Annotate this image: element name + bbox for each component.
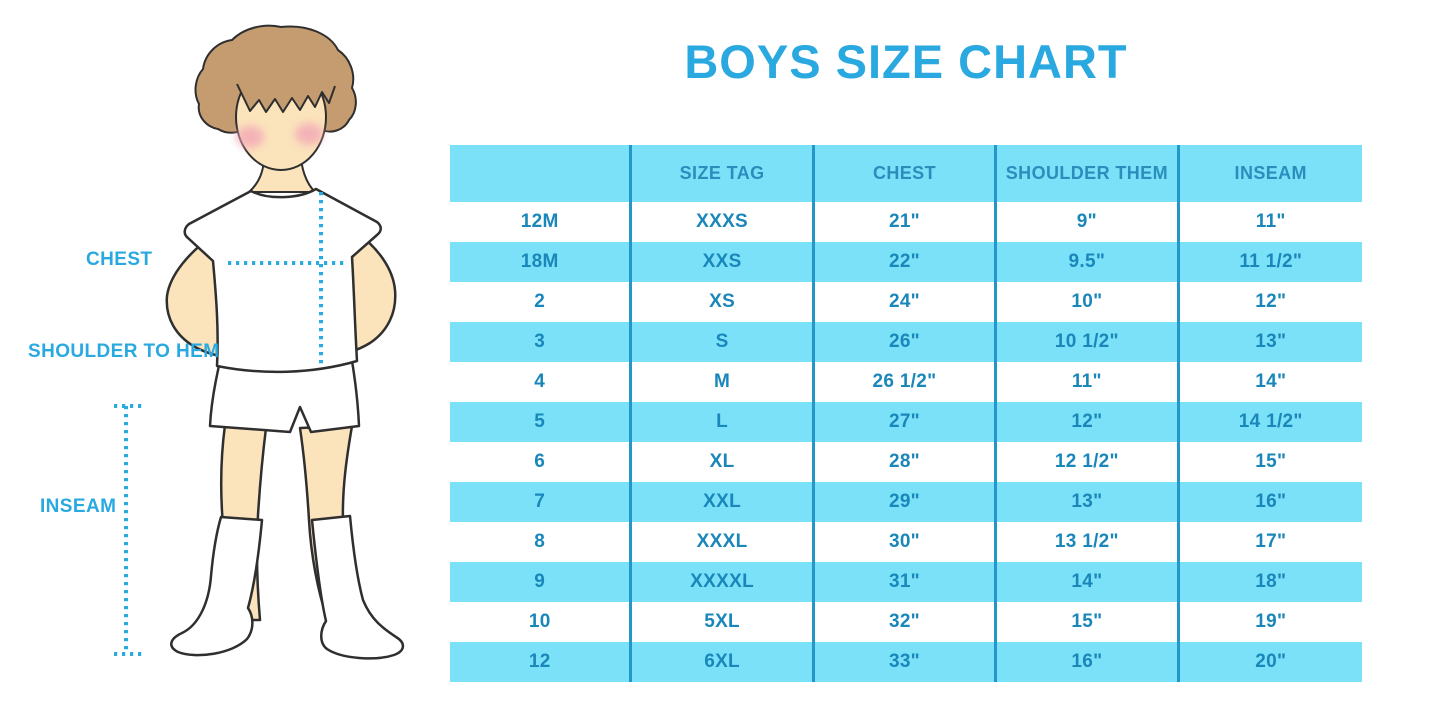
table-cell: 11"	[1255, 211, 1286, 232]
table-cell: 24"	[815, 282, 998, 322]
table-cell: XL	[632, 442, 815, 482]
table-cell: 32"	[815, 602, 998, 642]
boy-hair-fringe	[237, 45, 337, 112]
table-cell: 16"	[997, 642, 1180, 682]
table-cell: 22"	[815, 242, 998, 282]
shoulder-to-hem-label: SHOULDER TO HEM	[28, 341, 220, 362]
boy-hair-fringe-outline	[236, 83, 336, 113]
boy-left-cheek	[236, 126, 264, 148]
table-cell: 18M	[450, 242, 633, 282]
table-cell: 21"	[815, 202, 998, 242]
table-cell: XXS	[632, 242, 815, 282]
table-cell: 14"	[997, 562, 1180, 602]
table-cell: 20"	[1255, 651, 1287, 672]
table-row: 12M XXXS 21" 9" 11"	[450, 202, 1362, 242]
table-cell: XXXL	[632, 522, 815, 562]
table-cell: 6	[450, 442, 633, 482]
boy-left-sock	[170, 515, 264, 657]
table-cell: 14 1/2"	[1238, 411, 1303, 432]
table-row: 8 XXXL 30" 13 1/2" 17"	[450, 522, 1362, 562]
table-row: 9 XXXXL 31" 14" 18"	[450, 562, 1362, 602]
header-cell-shoulder: SHOULDER THEM	[997, 145, 1180, 202]
table-cell: 14"	[1255, 371, 1287, 392]
table-row: 2 XS 24" 10" 12"	[450, 282, 1362, 322]
table-row: 4 M 26 1/2" 11" 14"	[450, 362, 1362, 402]
table-cell: 31"	[815, 562, 998, 602]
table-cell: 29"	[815, 482, 998, 522]
size-chart-table: SIZE TAG CHEST SHOULDER THEM INSEAM 12M …	[450, 145, 1362, 682]
table-cell: 12 1/2"	[997, 442, 1180, 482]
table-cell: 9"	[997, 202, 1180, 242]
table-cell: 17"	[1255, 531, 1287, 552]
table-cell: 10"	[997, 282, 1180, 322]
table-cell: XXL	[632, 482, 815, 522]
table-cell: 2	[450, 282, 633, 322]
table-cell: 6XL	[632, 642, 815, 682]
chest-label: CHEST	[86, 249, 153, 270]
table-row: 10 5XL 32" 15" 19"	[450, 602, 1362, 642]
boy-illustration	[114, 24, 405, 660]
table-cell: M	[632, 362, 815, 402]
table-cell: 28"	[815, 442, 998, 482]
table-row: 6 XL 28" 12 1/2" 15"	[450, 442, 1362, 482]
table-cell: 3	[450, 322, 633, 362]
table-cell: 15"	[1255, 451, 1287, 472]
table-row: 12 6XL 33" 16" 20"	[450, 642, 1362, 682]
table-cell: 12M	[450, 202, 633, 242]
table-header-row: SIZE TAG CHEST SHOULDER THEM INSEAM	[450, 145, 1362, 202]
table-cell: 27"	[815, 402, 998, 442]
table-cell: 9.5"	[997, 242, 1180, 282]
table-row: 7 XXL 29" 13" 16"	[450, 482, 1362, 522]
table-cell: XXXS	[632, 202, 815, 242]
table-cell: 12	[450, 642, 633, 682]
table-cell: 11 1/2"	[1239, 251, 1303, 272]
table-cell: 30"	[815, 522, 998, 562]
boy-right-cheek	[295, 123, 323, 145]
table-cell: 13"	[997, 482, 1180, 522]
table-cell: 5XL	[632, 602, 815, 642]
table-cell: 18"	[1255, 571, 1287, 592]
table-cell: 9	[450, 562, 633, 602]
table-cell: 11"	[997, 362, 1180, 402]
table-row: 18M XXS 22" 9.5" 11 1/2"	[450, 242, 1362, 282]
table-row: 5 L 27" 12" 14 1/2"	[450, 402, 1362, 442]
header-cell-inseam: INSEAM	[1234, 163, 1307, 183]
boy-right-sock	[310, 514, 405, 660]
page-title: BOYS SIZE CHART	[684, 35, 1128, 88]
table-cell: 33"	[815, 642, 998, 682]
table-cell: 12"	[1255, 291, 1287, 312]
table-cell: XS	[632, 282, 815, 322]
table-cell: 13"	[1255, 331, 1287, 352]
table-cell: 26 1/2"	[815, 362, 998, 402]
table-cell: 16"	[1255, 491, 1287, 512]
table-row: 3 S 26" 10 1/2" 13"	[450, 322, 1362, 362]
header-cell-size	[450, 145, 633, 202]
table-cell: XXXXL	[632, 562, 815, 602]
table-cell: S	[632, 322, 815, 362]
table-cell: 26"	[815, 322, 998, 362]
table-cell: 12"	[997, 402, 1180, 442]
table-cell: 4	[450, 362, 633, 402]
table-cell: 5	[450, 402, 633, 442]
table-cell: 13 1/2"	[997, 522, 1180, 562]
table-cell: 15"	[997, 602, 1180, 642]
table-cell: 8	[450, 522, 633, 562]
table-cell: 19"	[1255, 611, 1287, 632]
header-cell-size-tag: SIZE TAG	[632, 145, 815, 202]
inseam-label: INSEAM	[40, 496, 117, 517]
table-cell: 10	[450, 602, 633, 642]
table-cell: 7	[450, 482, 633, 522]
table-cell: 10 1/2"	[997, 322, 1180, 362]
boy-tshirt	[183, 187, 382, 374]
table-cell: L	[632, 402, 815, 442]
table-body: 12M XXXS 21" 9" 11" 18M XXS 22" 9.5" 11 …	[450, 202, 1362, 682]
header-cell-chest: CHEST	[815, 145, 998, 202]
